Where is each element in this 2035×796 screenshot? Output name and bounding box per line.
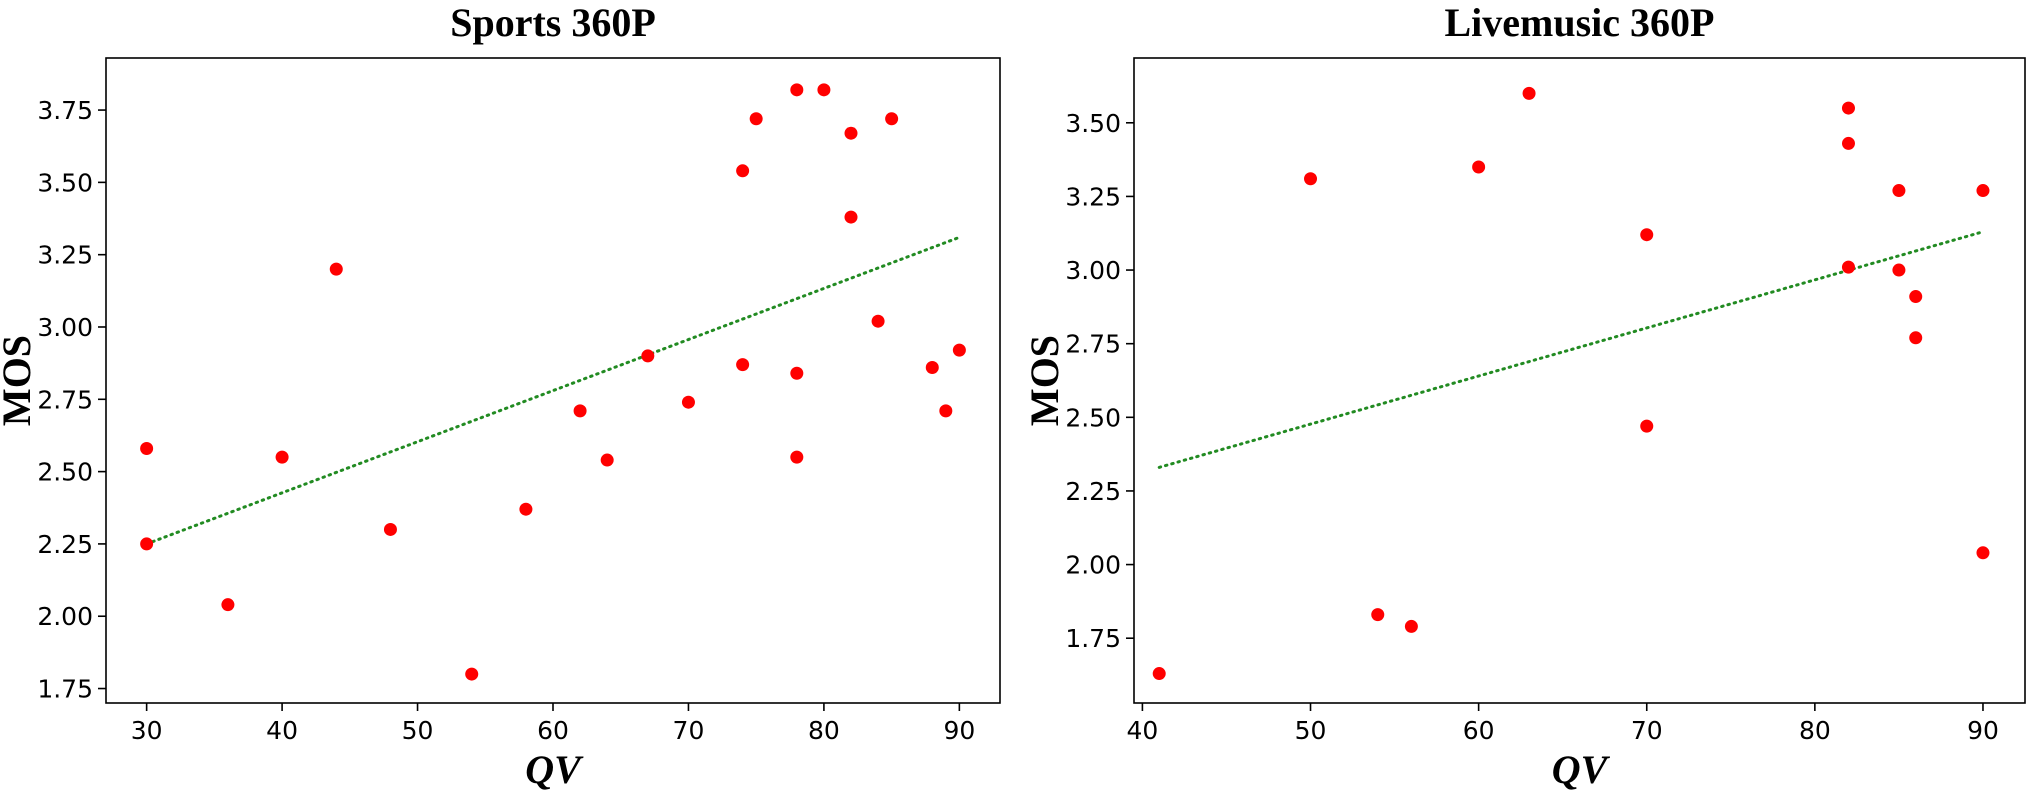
data-point	[1976, 184, 1989, 197]
data-point	[1842, 137, 1855, 150]
y-tick-label: 2.50	[1065, 403, 1121, 432]
data-point	[1909, 290, 1922, 303]
y-tick-label: 1.75	[37, 675, 93, 704]
data-points	[1153, 87, 1990, 680]
data-point	[750, 112, 763, 125]
data-point	[953, 344, 966, 357]
x-tick-label: 60	[537, 716, 569, 745]
data-point	[1892, 184, 1905, 197]
data-point	[221, 598, 234, 611]
data-point	[736, 358, 749, 371]
chart-title: Livemusic 360P	[1445, 0, 1715, 45]
data-point	[885, 112, 898, 125]
y-axis-label: MOS	[0, 335, 39, 426]
x-tick-label: 50	[402, 716, 434, 745]
data-point	[1405, 620, 1418, 633]
data-point	[140, 442, 153, 455]
axis-ticks: 40 50 60 70 80 90 1.75 2.00 2.25 2.50 2.75 3.00 3.25…	[1065, 109, 1999, 745]
data-point	[1640, 228, 1653, 241]
data-point	[736, 164, 749, 177]
data-point	[330, 263, 343, 276]
data-point	[1153, 667, 1166, 680]
data-point	[872, 315, 885, 328]
trendline	[147, 237, 960, 544]
x-tick-label: 80	[808, 716, 840, 745]
data-point	[845, 211, 858, 224]
data-point	[790, 83, 803, 96]
y-tick-label: 2.00	[37, 602, 93, 631]
x-axis-label: QV	[525, 747, 584, 792]
y-tick-label: 2.25	[37, 530, 93, 559]
data-point	[601, 454, 614, 467]
x-tick-label: 80	[1799, 716, 1831, 745]
data-point	[519, 503, 532, 516]
axis-ticks: 30 40 50 60 70 80 90 1.75 2.00 2.25 2.50 2.75 3.00 3.…	[37, 96, 975, 745]
x-tick-label: 40	[266, 716, 298, 745]
chart-sports-360p: Sports 360P QV MOS 30 40 50 60 70 80 90 1.75 2.0…	[0, 0, 1000, 792]
y-tick-label: 3.00	[37, 313, 93, 342]
chart-livemusic-360p: Livemusic 360P QV MOS 40 50 60 70 80 90 1.75 2.…	[1022, 0, 2025, 792]
y-tick-label: 3.50	[1065, 109, 1121, 138]
x-axis-label: QV	[1552, 747, 1611, 792]
data-point	[1842, 102, 1855, 115]
data-point	[1371, 608, 1384, 621]
data-point	[817, 83, 830, 96]
y-tick-label: 3.25	[1065, 182, 1121, 211]
y-tick-label: 1.75	[1065, 624, 1121, 653]
y-tick-label: 2.75	[37, 385, 93, 414]
y-tick-label: 3.75	[37, 96, 93, 125]
plot-frame	[106, 58, 1000, 703]
plot-frame	[1134, 58, 2025, 703]
data-point	[1909, 331, 1922, 344]
data-point	[276, 451, 289, 464]
y-axis-label: MOS	[1022, 335, 1067, 426]
y-tick-label: 2.50	[37, 458, 93, 487]
data-point	[1640, 420, 1653, 433]
data-point	[845, 127, 858, 140]
data-point	[790, 451, 803, 464]
trendline	[1159, 232, 1983, 468]
data-point	[682, 396, 695, 409]
data-point	[1523, 87, 1536, 100]
x-tick-label: 70	[1631, 716, 1663, 745]
x-tick-label: 50	[1295, 716, 1327, 745]
data-point	[140, 537, 153, 550]
x-tick-label: 90	[943, 716, 975, 745]
y-tick-label: 2.75	[1065, 330, 1121, 359]
y-tick-label: 3.25	[37, 241, 93, 270]
y-tick-label: 2.25	[1065, 477, 1121, 506]
data-point	[926, 361, 939, 374]
y-tick-label: 3.00	[1065, 256, 1121, 285]
x-tick-label: 60	[1463, 716, 1495, 745]
x-tick-label: 40	[1126, 716, 1158, 745]
data-point	[641, 349, 654, 362]
data-point	[1842, 261, 1855, 274]
x-tick-label: 90	[1967, 716, 1999, 745]
data-point	[1892, 264, 1905, 277]
x-tick-label: 70	[673, 716, 705, 745]
data-point	[939, 404, 952, 417]
y-tick-label: 3.50	[37, 168, 93, 197]
x-tick-label: 30	[131, 716, 163, 745]
data-point	[465, 668, 478, 681]
data-point	[384, 523, 397, 536]
data-point	[1976, 546, 1989, 559]
data-point	[790, 367, 803, 380]
data-point	[1472, 160, 1485, 173]
data-point	[1304, 172, 1317, 185]
data-point	[574, 404, 587, 417]
y-tick-label: 2.00	[1065, 551, 1121, 580]
chart-title: Sports 360P	[450, 0, 656, 45]
data-points	[140, 83, 966, 680]
